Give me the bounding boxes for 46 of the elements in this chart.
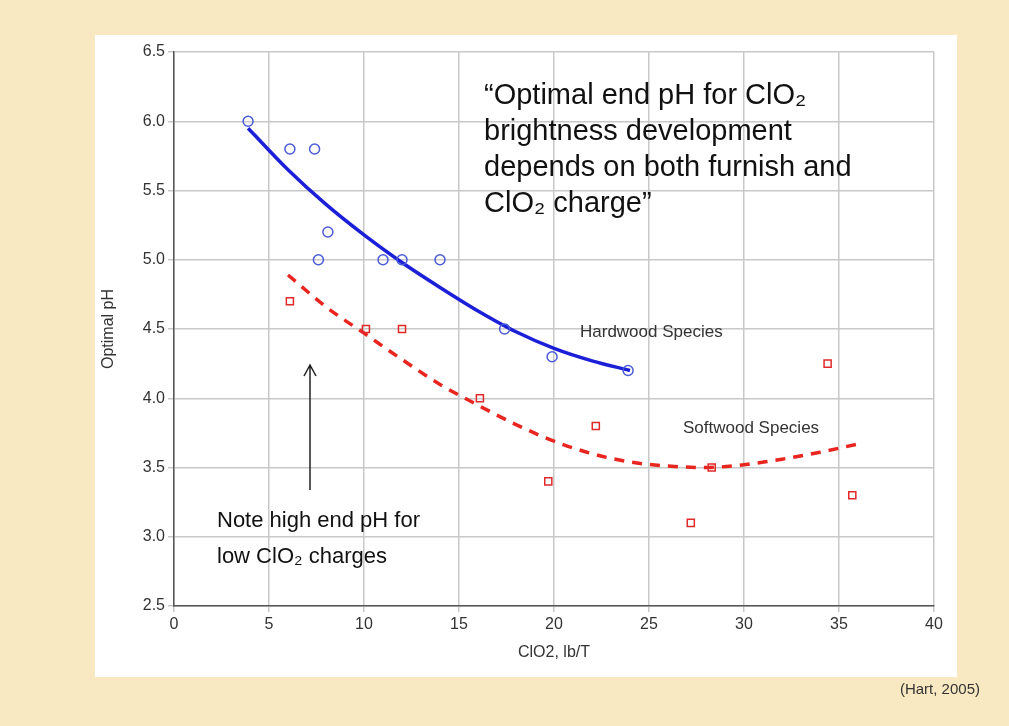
y-tick-label: 6.0 bbox=[142, 111, 166, 129]
y-tick-label: 4.5 bbox=[142, 319, 166, 337]
point bbox=[284, 143, 296, 155]
point bbox=[622, 364, 634, 377]
x-tick-label: 10 bbox=[355, 615, 373, 633]
point bbox=[591, 421, 601, 431]
y-tick-label: 3.0 bbox=[142, 527, 166, 545]
y-tick-label: 5.5 bbox=[142, 180, 166, 198]
point bbox=[498, 323, 511, 335]
annotation: “Optimal end pH for ClO₂ brightness development depends on both furnish and ClO₂ charge” bbox=[484, 78, 852, 218]
y-axis-title: Optimal pH bbox=[99, 288, 117, 370]
x-axis-title: ClO2, lb/T bbox=[517, 642, 591, 660]
point bbox=[242, 115, 254, 127]
point bbox=[544, 477, 553, 486]
y-tick-label: 6.5 bbox=[142, 42, 166, 60]
x-tick-label: 30 bbox=[735, 615, 753, 633]
point bbox=[823, 359, 832, 368]
x-tick-label: 40 bbox=[925, 615, 943, 633]
point bbox=[686, 518, 696, 528]
point bbox=[377, 254, 389, 266]
point bbox=[308, 143, 321, 155]
point bbox=[312, 254, 325, 266]
point bbox=[546, 350, 558, 363]
point bbox=[361, 324, 371, 334]
point bbox=[475, 393, 485, 403]
x-tick-label: 0 bbox=[169, 615, 179, 633]
x-tick-label: 15 bbox=[450, 615, 468, 633]
point bbox=[397, 324, 407, 334]
point bbox=[848, 490, 857, 500]
text: (Hart, 2005) bbox=[899, 680, 980, 698]
x-tick-label: 25 bbox=[640, 615, 658, 633]
series-label: Hardwood Species bbox=[580, 322, 723, 342]
series-label: Softwood Species bbox=[683, 417, 820, 437]
point bbox=[434, 254, 446, 266]
y-tick-label: 3.5 bbox=[142, 457, 166, 475]
annotation: Note high end pH for low ClO₂ charges bbox=[217, 507, 421, 569]
point bbox=[322, 226, 334, 238]
y-tick-label: 4.0 bbox=[142, 388, 166, 406]
x-tick-label: 5 bbox=[264, 615, 274, 633]
point bbox=[707, 463, 716, 472]
y-tick-label: 5.0 bbox=[142, 250, 166, 268]
y-tick-label: 2.5 bbox=[142, 596, 166, 614]
point bbox=[396, 254, 408, 266]
x-tick-label: 20 bbox=[545, 615, 563, 633]
point bbox=[285, 297, 295, 306]
x-tick-label: 35 bbox=[830, 615, 848, 633]
